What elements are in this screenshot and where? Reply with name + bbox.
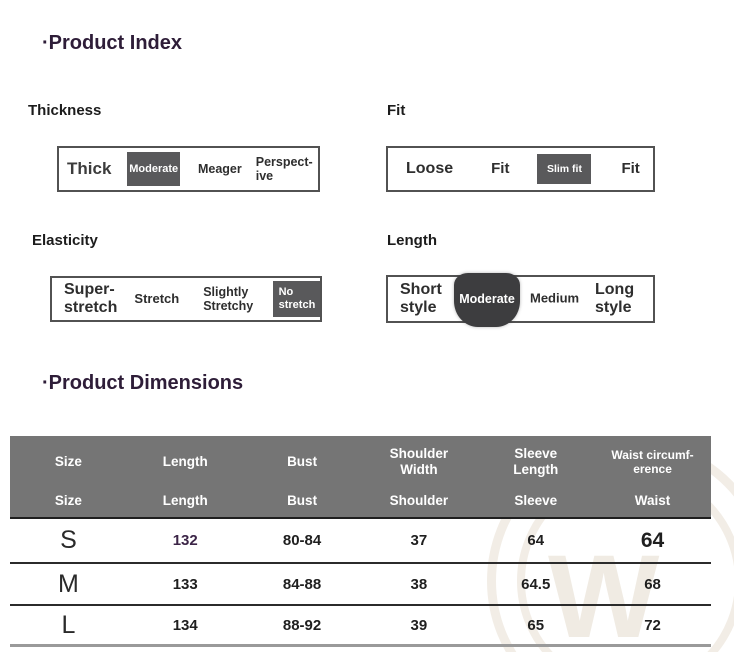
header-cell-shoulder-width: Shoulder Width xyxy=(389,446,449,477)
fit-option-loose: Loose xyxy=(406,160,454,178)
cell-m-length: 133 xyxy=(172,575,198,593)
dark-garment-blob-image xyxy=(454,273,520,327)
table-row-size-m: M 133 84-88 38 64.5 68 xyxy=(10,564,711,606)
cell-m-sleeve: 64.5 xyxy=(521,575,551,593)
header-cell-size: Size xyxy=(54,454,82,470)
size-table: Size Length Bust Shoulder Width Sleeve L… xyxy=(10,436,711,647)
fit-section-label: Fit xyxy=(387,102,406,119)
elasticity-option-stretch: Stretch xyxy=(134,290,180,306)
header-cell-waist-2: Waist xyxy=(634,492,671,508)
cell-l-sleeve: 65 xyxy=(527,616,545,634)
elasticity-option-slightly-stretchy: Slightly Stretchy xyxy=(203,285,254,313)
header-cell-bust: Bust xyxy=(287,454,318,470)
thickness-option-moderate-selected: Moderate xyxy=(127,152,180,186)
length-options-box: Short style Moderate Medium Long style xyxy=(386,273,655,327)
table-row-size-s: S 132 80-84 37 64 64 xyxy=(10,519,711,564)
cell-m-size: M xyxy=(58,569,79,598)
thickness-option-thick: Thick xyxy=(67,159,112,179)
header-cell-length-2: Length xyxy=(162,492,208,508)
elasticity-options-box: Super-stretch Stretch Slightly Stretchy … xyxy=(50,276,322,322)
fit-option-fit-2: Fit xyxy=(621,159,640,177)
fit-option-slim-fit-selected: Slim fit xyxy=(537,154,592,184)
thickness-section-label: Thickness xyxy=(28,102,102,119)
header-cell-sleeve-2: Sleeve xyxy=(514,492,558,508)
cell-m-shoulder: 38 xyxy=(410,575,428,593)
size-table-header-row-primary: Size Length Bust Shoulder Width Sleeve L… xyxy=(10,436,711,484)
header-cell-bust-2: Bust xyxy=(287,492,318,508)
cell-s-bust: 80-84 xyxy=(282,532,322,549)
cell-s-waist: 64 xyxy=(640,528,665,552)
cell-m-bust: 84-88 xyxy=(282,575,322,593)
elasticity-option-super-stretch: Super-stretch xyxy=(64,281,118,316)
header-cell-shoulder-2: Shoulder xyxy=(389,492,449,508)
thickness-options-box: Thick Moderate Meager Perspect-ive xyxy=(57,146,320,192)
product-dimensions-heading: ·Product Dimensions xyxy=(42,372,244,394)
cell-l-length: 134 xyxy=(172,616,198,634)
header-cell-size-2: Size xyxy=(54,492,82,508)
cell-l-size: L xyxy=(61,610,76,639)
table-row-size-l: L 134 88-92 39 65 72 xyxy=(10,606,711,647)
header-cell-waist-circumference: Waist circumf-erence xyxy=(611,447,694,476)
thickness-option-meager: Meager xyxy=(197,162,242,176)
product-index-heading: ·Product Index xyxy=(42,32,183,54)
size-table-header: Size Length Bust Shoulder Width Sleeve L… xyxy=(10,436,711,519)
fit-option-fit: Fit xyxy=(491,159,510,177)
thickness-option-perspective: Perspect-ive xyxy=(255,155,313,183)
size-table-header-row-secondary: Size Length Bust Shoulder Sleeve Waist xyxy=(10,484,711,517)
length-option-short-style: Short style xyxy=(400,281,442,316)
elasticity-section-label: Elasticity xyxy=(32,232,98,249)
fit-options-box: Loose Fit Slim fit Fit xyxy=(386,146,655,192)
cell-s-size: S xyxy=(60,526,77,554)
cell-s-shoulder: 37 xyxy=(410,532,428,549)
length-option-moderate-selected: Moderate xyxy=(459,292,515,306)
cell-m-waist: 68 xyxy=(644,575,661,593)
length-section-label: Length xyxy=(387,232,437,249)
cell-s-sleeve: 64 xyxy=(527,532,545,549)
watermark-monogram: W xyxy=(548,531,659,652)
elasticity-option-no-stretch-selected: No stretch xyxy=(272,281,321,317)
header-cell-length: Length xyxy=(162,454,208,470)
header-cell-sleeve-length: Sleeve Length xyxy=(513,446,559,477)
cell-s-length: 132 xyxy=(172,532,198,549)
cell-l-shoulder: 39 xyxy=(410,616,428,634)
cell-l-waist: 72 xyxy=(644,616,661,634)
length-option-medium: Medium xyxy=(530,290,580,306)
cell-l-bust: 88-92 xyxy=(282,616,322,634)
length-option-long-style: Long style xyxy=(595,281,635,316)
